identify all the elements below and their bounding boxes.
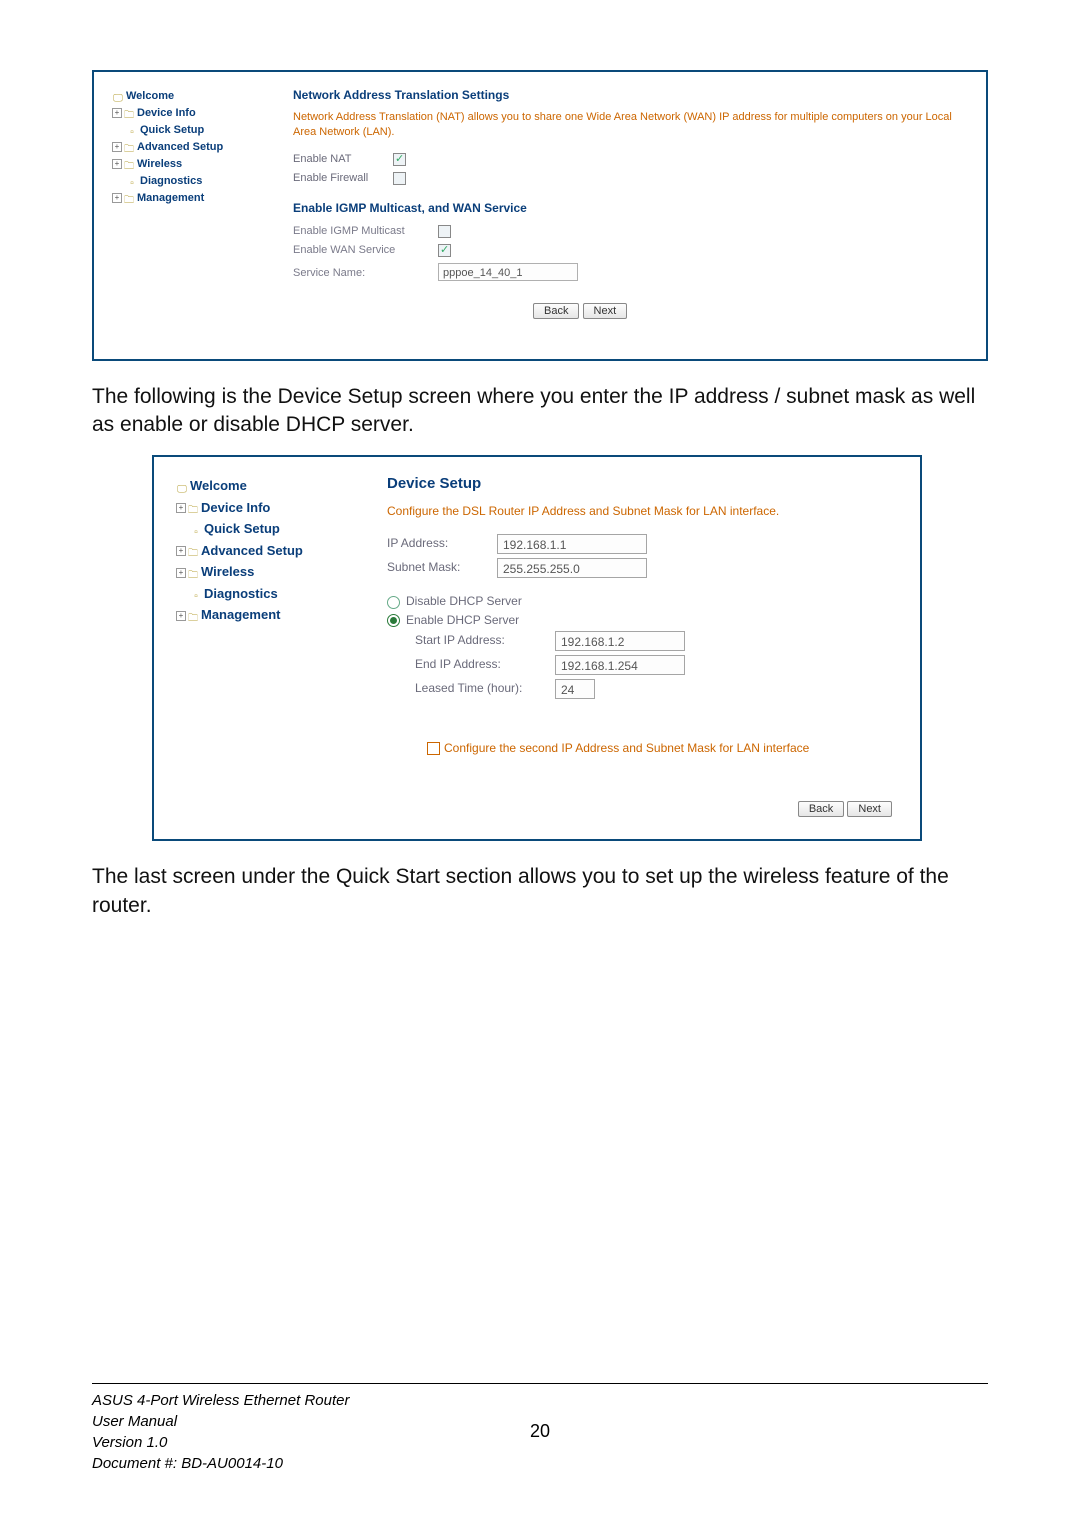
panel-title: Device Setup	[387, 475, 898, 492]
monitor-icon: 🖵	[176, 482, 188, 492]
second-ip-label: Configure the second IP Address and Subn…	[444, 741, 809, 755]
nav-welcome[interactable]: Welcome	[190, 478, 247, 493]
folder-icon: 🗀	[187, 611, 199, 621]
next-button[interactable]: Next	[583, 303, 628, 319]
expander-icon[interactable]: +	[112, 142, 122, 152]
leased-time-input[interactable]: 24	[555, 679, 595, 699]
enable-nat-checkbox[interactable]	[393, 153, 406, 166]
device-setup-panel: Device Setup Configure the DSL Router IP…	[387, 475, 898, 817]
nav-advanced-setup[interactable]: Advanced Setup	[137, 141, 223, 153]
enable-dhcp-label: Enable DHCP Server	[406, 613, 519, 627]
leased-time-label: Leased Time (hour):	[415, 681, 555, 695]
disable-dhcp-radio[interactable]	[387, 596, 400, 609]
expander-icon[interactable]: +	[176, 568, 186, 578]
folder-icon: 🗀	[123, 159, 135, 169]
nav-advanced-setup[interactable]: Advanced Setup	[201, 543, 303, 558]
expander-icon[interactable]: +	[176, 546, 186, 556]
footer-line-3: Version 1.0	[92, 1432, 988, 1453]
back-button[interactable]: Back	[798, 801, 844, 817]
igmp-section-title: Enable IGMP Multicast, and WAN Service	[293, 201, 968, 215]
panel-description: Network Address Translation (NAT) allows…	[293, 110, 968, 141]
ip-address-label: IP Address:	[387, 536, 497, 550]
nav-wireless[interactable]: Wireless	[201, 564, 254, 579]
expander-icon[interactable]: +	[112, 193, 122, 203]
enable-igmp-label: Enable IGMP Multicast	[293, 225, 438, 237]
nav-tree: 🖵Welcome +🗀Device Info ▫Quick Setup +🗀Ad…	[176, 475, 351, 817]
footer-line-2: User Manual	[92, 1411, 988, 1432]
expander-icon[interactable]: +	[112, 159, 122, 169]
page-icon: ▫	[190, 525, 202, 535]
nav-diagnostics[interactable]: Diagnostics	[204, 586, 278, 601]
folder-icon: 🗀	[187, 546, 199, 556]
enable-nat-label: Enable NAT	[293, 153, 393, 165]
nav-welcome[interactable]: Welcome	[126, 90, 174, 102]
expander-icon[interactable]: +	[112, 108, 122, 118]
disable-dhcp-label: Disable DHCP Server	[406, 594, 522, 608]
ip-address-input[interactable]: 192.168.1.1	[497, 534, 647, 554]
end-ip-input[interactable]: 192.168.1.254	[555, 655, 685, 675]
start-ip-label: Start IP Address:	[415, 633, 555, 647]
nav-wireless[interactable]: Wireless	[137, 158, 182, 170]
enable-igmp-checkbox[interactable]	[438, 225, 451, 238]
page-icon: ▫	[126, 125, 138, 135]
subnet-mask-label: Subnet Mask:	[387, 560, 497, 574]
panel-title: Network Address Translation Settings	[293, 88, 968, 102]
device-setup-screenshot: 🖵Welcome +🗀Device Info ▫Quick Setup +🗀Ad…	[152, 455, 922, 841]
paragraph-2: The last screen under the Quick Start se…	[92, 863, 988, 920]
footer-line-1: ASUS 4-Port Wireless Ethernet Router	[92, 1390, 988, 1411]
page-icon: ▫	[126, 176, 138, 186]
nav-tree: 🖵Welcome +🗀Device Info ▫Quick Setup +🗀Ad…	[112, 88, 267, 319]
nav-quick-setup[interactable]: Quick Setup	[140, 124, 204, 136]
nav-quick-setup[interactable]: Quick Setup	[204, 521, 280, 536]
nav-device-info[interactable]: Device Info	[201, 500, 270, 515]
enable-firewall-label: Enable Firewall	[293, 172, 393, 184]
footer-divider	[92, 1383, 988, 1384]
start-ip-input[interactable]: 192.168.1.2	[555, 631, 685, 651]
enable-firewall-checkbox[interactable]	[393, 172, 406, 185]
paragraph-1: The following is the Device Setup screen…	[92, 383, 988, 440]
nav-device-info[interactable]: Device Info	[137, 107, 196, 119]
folder-icon: 🗀	[187, 568, 199, 578]
folder-icon: 🗀	[123, 108, 135, 118]
panel-description: Configure the DSL Router IP Address and …	[387, 504, 898, 518]
enable-wan-checkbox[interactable]	[438, 244, 451, 257]
nav-management[interactable]: Management	[201, 607, 280, 622]
nat-panel: Network Address Translation Settings Net…	[293, 88, 968, 319]
enable-wan-label: Enable WAN Service	[293, 244, 438, 256]
enable-dhcp-radio[interactable]	[387, 614, 400, 627]
folder-icon: 🗀	[123, 142, 135, 152]
service-name-label: Service Name:	[293, 267, 438, 279]
folder-icon: 🗀	[187, 503, 199, 513]
expander-icon[interactable]: +	[176, 503, 186, 513]
nat-settings-screenshot: 🖵Welcome +🗀Device Info ▫Quick Setup +🗀Ad…	[92, 70, 988, 361]
expander-icon[interactable]: +	[176, 611, 186, 621]
back-button[interactable]: Back	[533, 303, 579, 319]
end-ip-label: End IP Address:	[415, 657, 555, 671]
service-name-input[interactable]: pppoe_14_40_1	[438, 263, 578, 281]
subnet-mask-input[interactable]: 255.255.255.0	[497, 558, 647, 578]
second-ip-checkbox[interactable]	[427, 742, 440, 755]
footer-line-4: Document #: BD-AU0014-10	[92, 1453, 988, 1474]
monitor-icon: 🖵	[112, 91, 124, 101]
nav-management[interactable]: Management	[137, 192, 204, 204]
page-icon: ▫	[190, 589, 202, 599]
page-footer: ASUS 4-Port Wireless Ethernet Router Use…	[92, 1383, 988, 1474]
next-button[interactable]: Next	[847, 801, 892, 817]
nav-diagnostics[interactable]: Diagnostics	[140, 175, 202, 187]
folder-icon: 🗀	[123, 193, 135, 203]
